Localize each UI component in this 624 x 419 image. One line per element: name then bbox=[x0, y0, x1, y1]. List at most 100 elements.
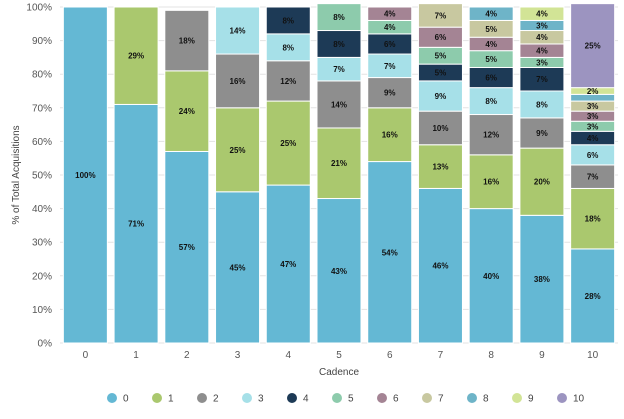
bar-segment-9-series-3 bbox=[519, 90, 565, 119]
legend-swatch bbox=[152, 393, 162, 403]
x-tick-label: 10 bbox=[587, 350, 599, 361]
legend: 0 1 2 3 4 5 6 7 8 9 10 bbox=[107, 393, 585, 405]
data-label: 8% bbox=[536, 100, 548, 109]
bar-segment-5-series-0 bbox=[316, 198, 362, 344]
data-label: 14% bbox=[230, 27, 246, 36]
y-tick-label: 80% bbox=[32, 70, 52, 81]
x-tick-label: 1 bbox=[133, 350, 139, 361]
x-tick-label: 2 bbox=[184, 350, 190, 361]
y-tick-label: 60% bbox=[32, 137, 52, 148]
data-label: 29% bbox=[128, 52, 144, 61]
y-tick-label: 20% bbox=[32, 271, 52, 282]
legend-item-7: 7 bbox=[422, 393, 444, 405]
bar-stack-cadence-2: 57% 24% 18% bbox=[164, 9, 210, 344]
bar-segment-2-series-1 bbox=[164, 70, 210, 152]
data-label: 25% bbox=[230, 146, 246, 155]
data-label: 3% bbox=[536, 58, 548, 67]
data-label: 4% bbox=[536, 47, 548, 56]
data-label: 38% bbox=[534, 275, 550, 284]
legend-label: 0 bbox=[123, 394, 129, 405]
bar-segment-1-series-1 bbox=[113, 6, 159, 105]
legend-swatch bbox=[197, 393, 207, 403]
data-label: 8% bbox=[333, 13, 345, 22]
data-label: 21% bbox=[331, 159, 347, 168]
y-tick-label: 70% bbox=[32, 103, 52, 114]
bar-segment-7-series-2 bbox=[417, 110, 463, 146]
bar-segment-10-series-10 bbox=[570, 3, 616, 89]
legend-label: 9 bbox=[528, 394, 534, 405]
data-label: 8% bbox=[333, 40, 345, 49]
data-label: 3% bbox=[536, 21, 548, 30]
legend-swatch bbox=[287, 393, 297, 403]
x-tick-label: 8 bbox=[488, 350, 494, 361]
data-label: 4% bbox=[587, 134, 599, 143]
x-tick-label: 5 bbox=[336, 350, 342, 361]
bar-segment-8-series-2 bbox=[468, 114, 514, 156]
data-label: 100% bbox=[75, 171, 95, 180]
x-tick-label: 7 bbox=[438, 350, 444, 361]
data-label: 12% bbox=[280, 77, 296, 86]
legend-swatch bbox=[242, 393, 252, 403]
data-label: 16% bbox=[382, 131, 398, 140]
bar-segment-0-series-0 bbox=[62, 6, 108, 344]
bar-segment-8-series-3 bbox=[468, 87, 514, 116]
legend-item-10: 10 bbox=[557, 393, 585, 405]
bar-stack-cadence-4: 47% 25% 12% 8% 8% bbox=[265, 6, 311, 344]
data-label: 8% bbox=[282, 43, 294, 52]
bars: 100% 71% 29% 57% 24% 18% 45% 25% 16% 14% 47% 25% 12%… bbox=[62, 3, 616, 344]
data-label: 13% bbox=[432, 163, 448, 172]
bar-stack-cadence-9: 38% 20% 9% 8% 7% 3% 4% 4% 3% 4% bbox=[519, 6, 565, 344]
data-label: 16% bbox=[230, 77, 246, 86]
data-label: 5% bbox=[435, 69, 447, 78]
legend-label: 4 bbox=[303, 394, 309, 405]
bar-segment-10-series-0 bbox=[570, 248, 616, 344]
legend-item-2: 2 bbox=[197, 393, 219, 405]
bar-stack-cadence-5: 43% 21% 14% 7% 8% 8% bbox=[316, 3, 362, 344]
data-label: 5% bbox=[485, 55, 497, 64]
bar-segment-7-series-0 bbox=[417, 187, 463, 344]
data-label: 8% bbox=[485, 97, 497, 106]
legend-item-0: 0 bbox=[107, 393, 129, 405]
legend-item-8: 8 bbox=[467, 393, 489, 405]
data-label: 4% bbox=[485, 40, 497, 49]
data-label: 6% bbox=[435, 33, 447, 42]
x-tick-label: 3 bbox=[235, 350, 241, 361]
data-label: 45% bbox=[230, 263, 246, 272]
y-tick-label: 40% bbox=[32, 204, 52, 215]
bar-segment-9-series-2 bbox=[519, 117, 565, 149]
legend-label: 1 bbox=[168, 394, 174, 405]
legend-swatch bbox=[467, 393, 477, 403]
data-label: 7% bbox=[333, 65, 345, 74]
legend-item-9: 9 bbox=[512, 393, 534, 405]
data-label: 54% bbox=[382, 248, 398, 257]
data-label: 10% bbox=[432, 124, 448, 133]
legend-label: 10 bbox=[573, 394, 585, 405]
data-label: 43% bbox=[331, 267, 347, 276]
legend-label: 7 bbox=[438, 394, 444, 405]
legend-swatch bbox=[512, 393, 522, 403]
bar-segment-5-series-2 bbox=[316, 80, 362, 129]
data-label: 6% bbox=[485, 74, 497, 83]
data-label: 47% bbox=[280, 260, 296, 269]
data-label: 7% bbox=[536, 75, 548, 84]
bar-stack-cadence-6: 54% 16% 9% 7% 6% 4% 4% bbox=[367, 6, 413, 344]
data-label: 9% bbox=[435, 92, 447, 101]
bar-segment-4-series-0 bbox=[265, 184, 311, 344]
legend-label: 2 bbox=[213, 394, 219, 405]
y-tick-label: 10% bbox=[32, 305, 52, 316]
bar-segment-6-series-6 bbox=[367, 6, 413, 21]
data-label: 9% bbox=[384, 89, 396, 98]
bar-segment-9-series-9 bbox=[519, 6, 565, 21]
data-label: 14% bbox=[331, 100, 347, 109]
bar-stack-cadence-7: 46% 13% 10% 9% 5% 5% 6% 7% bbox=[417, 3, 463, 344]
data-label: 7% bbox=[587, 173, 599, 182]
bar-segment-10-series-1 bbox=[570, 187, 616, 250]
data-label: 12% bbox=[483, 131, 499, 140]
bar-segment-7-series-7 bbox=[417, 3, 463, 28]
legend-label: 8 bbox=[483, 394, 489, 405]
data-label: 25% bbox=[585, 42, 601, 51]
data-label: 4% bbox=[536, 10, 548, 19]
legend-swatch bbox=[377, 393, 387, 403]
bar-segment-3-series-3 bbox=[215, 6, 261, 55]
